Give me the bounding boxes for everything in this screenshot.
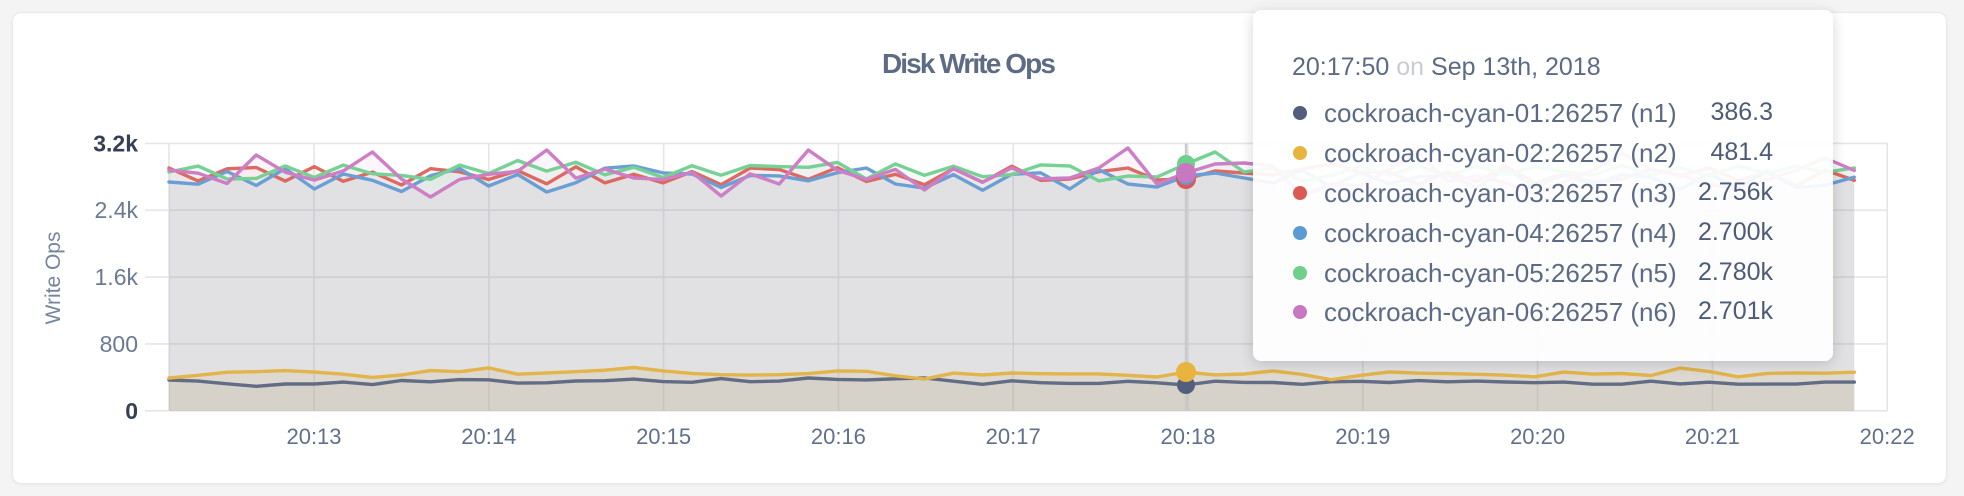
svg-text:Write Ops: Write Ops xyxy=(42,232,65,325)
svg-text:Disk Write Ops: Disk Write Ops xyxy=(882,48,1055,79)
svg-text:20:14: 20:14 xyxy=(461,424,516,449)
svg-text:0: 0 xyxy=(125,398,138,424)
svg-text:20:15: 20:15 xyxy=(636,424,691,449)
svg-text:20:13: 20:13 xyxy=(286,424,341,449)
svg-text:20:16: 20:16 xyxy=(811,424,866,449)
svg-text:1.6k: 1.6k xyxy=(95,264,139,290)
svg-text:20:21: 20:21 xyxy=(1685,424,1740,449)
svg-text:20:19: 20:19 xyxy=(1335,424,1390,449)
svg-text:20:22: 20:22 xyxy=(1860,424,1915,449)
svg-text:20:18: 20:18 xyxy=(1160,424,1215,449)
svg-text:800: 800 xyxy=(100,331,138,357)
svg-text:2.4k: 2.4k xyxy=(95,197,139,223)
svg-text:20:20: 20:20 xyxy=(1510,424,1565,449)
svg-text:20:17: 20:17 xyxy=(986,424,1041,449)
svg-text:3.2k: 3.2k xyxy=(93,130,138,156)
